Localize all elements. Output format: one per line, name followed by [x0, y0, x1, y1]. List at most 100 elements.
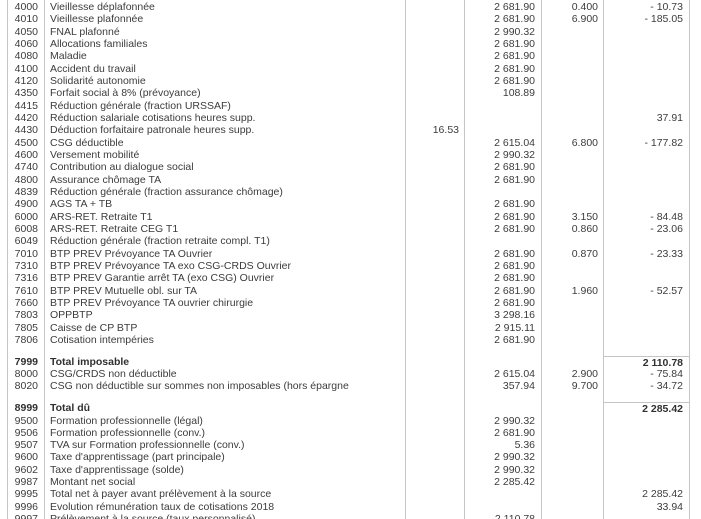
row-rate — [541, 309, 603, 321]
row-quantity — [405, 297, 464, 309]
row-quantity — [405, 161, 464, 173]
row-quantity — [405, 439, 464, 451]
row-quantity — [405, 186, 464, 198]
row-label: Réduction générale (fraction URSSAF) — [50, 99, 231, 112]
row-amount — [603, 464, 689, 476]
row-label: CSG non déductible sur sommes non imposa… — [50, 380, 349, 393]
row-code: 4415 — [14, 99, 38, 112]
row-label: Réduction générale (fraction assurance c… — [50, 185, 283, 198]
row-quantity — [405, 334, 464, 346]
row-amount — [603, 63, 689, 75]
row-label: BTP PREV Mutuelle obl. sur TA — [50, 284, 198, 297]
cotisation-row: 9500 Formation professionnelle (légal) 2… — [0, 415, 701, 427]
row-rate — [541, 464, 603, 476]
row-code: 4740 — [14, 161, 38, 174]
row-code: 9602 — [14, 463, 38, 476]
row-amount — [603, 297, 689, 309]
column-divider-code — [44, 0, 45, 519]
row-label: Prélèvement à la source (taux personnali… — [44, 513, 405, 519]
row-label: BTP PREV Prévoyance TA exo CSG-CRDS Ouvr… — [50, 259, 291, 272]
row-base: 2 681.90 — [494, 210, 535, 223]
row-base: 2 681.90 — [494, 333, 535, 346]
cotisation-row: 9987 Montant net social 2 285.42 — [0, 476, 701, 488]
cotisation-row: 4060 Allocations familiales 2 681.90 — [0, 38, 701, 50]
row-base: 2 915.11 — [494, 321, 535, 334]
row-quantity — [405, 112, 464, 124]
row-label: Taxe d'apprentissage (solde) — [50, 463, 184, 476]
row-label: Montant net social — [50, 476, 136, 489]
row-label: Solidarité autonomie — [50, 74, 146, 87]
row-base: 2 681.90 — [494, 426, 535, 439]
cotisation-row: 4800 Assurance chômage TA 2 681.90 — [0, 174, 701, 186]
row-base: 2 681.90 — [494, 222, 535, 235]
row-quantity — [405, 513, 464, 519]
row-label: TVA sur Formation professionnelle (conv.… — [50, 439, 245, 452]
row-base: 2 110.78 — [464, 513, 541, 519]
row-code: 8999 — [14, 402, 38, 415]
row-base — [464, 356, 541, 368]
row-code: 7610 — [14, 284, 38, 297]
row-quantity — [405, 415, 464, 427]
cotisation-row: 4350 Forfait social à 8% (prévoyance) 10… — [0, 87, 701, 99]
cotisation-row: 8999 Total dû 2 285.42 — [0, 402, 701, 415]
row-base: 3 298.16 — [494, 309, 535, 322]
cotisation-row: 6008 ARS-RET. Retraite CEG T1 2 681.90 0… — [0, 223, 701, 235]
cotisation-row: 7805 Caisse de CP BTP 2 915.11 — [0, 322, 701, 334]
row-code: 4350 — [14, 87, 38, 100]
row-quantity — [405, 13, 464, 25]
cotisation-row: 4415 Réduction générale (fraction URSSAF… — [0, 100, 701, 112]
row-rate — [541, 50, 603, 62]
row-quantity — [405, 285, 464, 297]
row-quantity — [405, 198, 464, 210]
row-amount: - 23.06 — [650, 222, 683, 235]
cotisation-row: 8020 CSG non déductible sur sommes non i… — [0, 380, 701, 392]
cotisation-row: 9995 Total net à payer avant prélèvement… — [0, 488, 701, 500]
row-rate — [541, 26, 603, 38]
row-amount: 33.94 — [656, 500, 683, 513]
row-rate: 1.960 — [571, 284, 598, 297]
row-code: 9506 — [14, 426, 38, 439]
row-base: 2 681.90 — [494, 50, 535, 63]
row-rate: 2.900 — [571, 368, 598, 381]
row-label: Forfait social à 8% (prévoyance) — [50, 87, 201, 100]
row-base: 2 285.42 — [494, 476, 535, 489]
row-rate — [541, 75, 603, 87]
row-label: Déduction forfaitaire patronale heures s… — [50, 124, 255, 137]
row-base: 2 681.90 — [494, 272, 535, 285]
column-divider-base — [541, 0, 542, 519]
row-code: 7010 — [14, 247, 38, 260]
row-rate — [541, 63, 603, 75]
row-code: 7316 — [14, 272, 38, 285]
row-code: 4050 — [14, 25, 38, 38]
row-label: CSG/CRDS non déductible — [50, 368, 177, 381]
row-amount: 37.91 — [656, 111, 683, 124]
row-rate: 9.700 — [571, 380, 598, 393]
row-base — [464, 235, 541, 247]
row-amount: 2 285.42 — [603, 402, 689, 415]
row-amount — [603, 161, 689, 173]
row-amount — [603, 476, 689, 488]
row-code: 9995 — [14, 488, 38, 501]
row-quantity — [405, 309, 464, 321]
row-quantity — [405, 63, 464, 75]
column-divider-label — [405, 0, 406, 519]
row-rate — [541, 272, 603, 284]
cotisation-row: 4430 Déduction forfaitaire patronale heu… — [0, 124, 701, 136]
row-base — [464, 186, 541, 198]
column-divider-quantity — [464, 0, 465, 519]
cotisation-row: 7999 Total imposable 2 110.78 — [0, 355, 701, 369]
row-label: BTP PREV Prévoyance TA Ouvrier — [50, 247, 213, 260]
row-base — [464, 112, 541, 124]
row-quantity — [405, 174, 464, 186]
row-base: 357.94 — [502, 380, 535, 393]
row-base: 5.36 — [514, 439, 535, 452]
row-quantity — [405, 260, 464, 272]
cotisation-row: 4839 Réduction générale (fraction assura… — [0, 186, 701, 198]
row-base — [464, 501, 541, 513]
cotisation-row: 4120 Solidarité autonomie 2 681.90 — [0, 75, 701, 87]
row-quantity — [405, 248, 464, 260]
row-label: Assurance chômage TA — [50, 173, 162, 186]
cotisation-row: 4500 CSG déductible 2 615.04 6.800 - 177… — [0, 137, 701, 149]
row-base: 2 681.90 — [494, 37, 535, 50]
